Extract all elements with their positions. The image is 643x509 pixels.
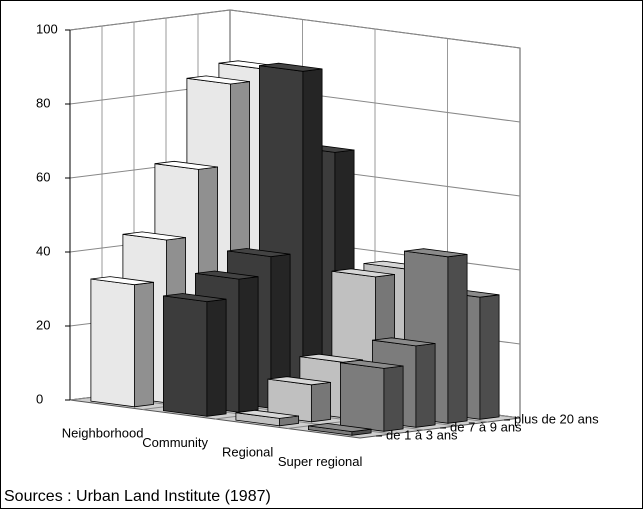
bar-top <box>331 268 395 278</box>
bar-side <box>479 294 500 420</box>
bar-top <box>90 276 154 286</box>
bar-top <box>372 337 436 347</box>
bar-top <box>235 409 299 419</box>
bar-top <box>267 376 331 386</box>
bar-top <box>340 359 404 369</box>
bar-top <box>299 353 363 363</box>
y-tick-label: 0 <box>36 391 43 406</box>
bar-side <box>133 281 155 408</box>
bar-side <box>310 381 332 423</box>
bar-side <box>383 365 404 432</box>
y-tick-label: 100 <box>36 21 58 36</box>
bar-front <box>339 362 385 432</box>
bar <box>267 376 332 423</box>
bar-top <box>227 248 291 258</box>
caption: Sources : Urban Land Institute (1987) <box>4 488 271 505</box>
bar-top <box>308 423 372 433</box>
bar-top <box>259 62 323 72</box>
depth-label: de 7 à 9 ans <box>450 419 522 434</box>
y-tick-label: 40 <box>36 243 50 258</box>
y-tick-label: 60 <box>36 169 50 184</box>
bar-top <box>195 270 259 280</box>
bar-side <box>238 276 259 413</box>
bar <box>235 409 300 427</box>
depth-label: de 1 à 3 ans <box>386 427 458 442</box>
x-tick-label: Neighborhood <box>62 426 144 441</box>
grid-line <box>69 9 521 49</box>
bar-side <box>415 343 436 428</box>
bar <box>90 276 155 408</box>
bar-side <box>206 298 227 417</box>
y-tick-label: 20 <box>36 317 50 332</box>
bar-top <box>163 293 227 303</box>
bar-front <box>90 278 135 408</box>
bar-side <box>447 253 468 424</box>
x-tick-label: Regional <box>222 445 273 460</box>
depth-label: plus de 20 ans <box>514 411 599 426</box>
bar-top <box>122 231 186 241</box>
bar <box>162 293 227 417</box>
bar-top <box>154 160 218 170</box>
x-tick-label: Super regional <box>278 454 363 469</box>
y-tick-label: 80 <box>36 95 50 110</box>
bar <box>307 423 372 436</box>
bar <box>339 359 404 432</box>
bar-top <box>186 75 250 85</box>
bar-front <box>162 295 208 417</box>
x-tick-label: Community <box>142 435 208 450</box>
bar-top <box>404 248 468 258</box>
